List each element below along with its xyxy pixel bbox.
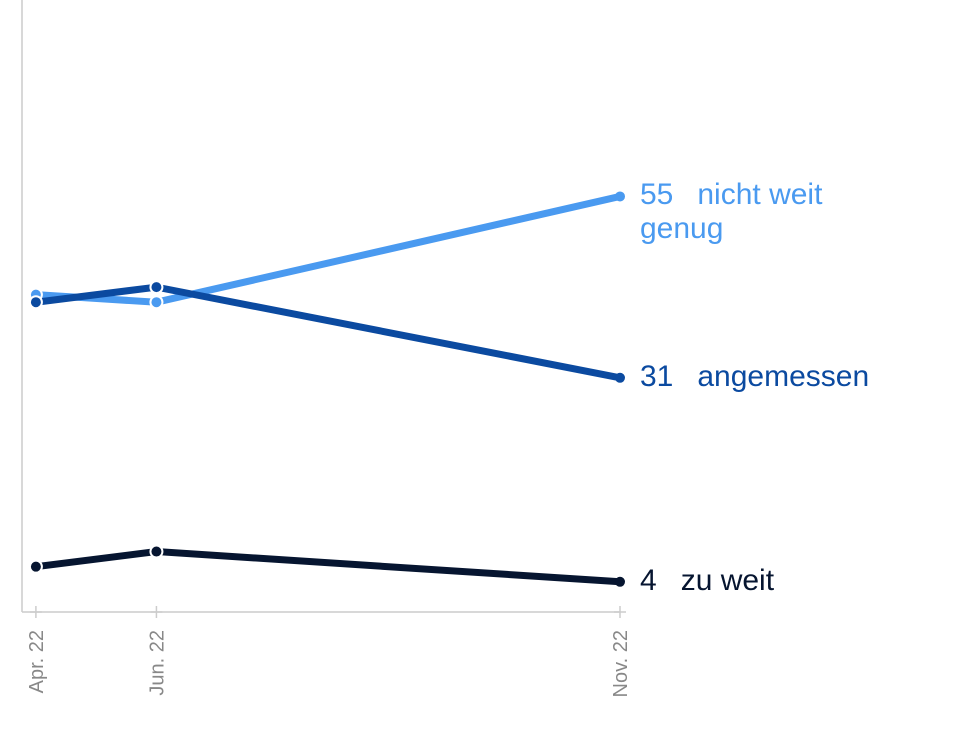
point <box>149 280 164 295</box>
point <box>28 559 43 574</box>
point <box>149 544 164 559</box>
point <box>149 295 164 310</box>
point <box>615 372 625 383</box>
series-label: 31 angemessen <box>640 360 890 394</box>
x-tick-label: Jun. 22 <box>146 630 168 696</box>
point <box>615 576 625 587</box>
series-name: nicht weit genug <box>640 178 823 246</box>
point <box>615 191 625 202</box>
end-value: 4 <box>640 563 657 597</box>
end-value: 55 <box>640 178 674 212</box>
series-line <box>35 548 621 586</box>
point <box>28 295 43 310</box>
series-line <box>35 193 621 306</box>
series-label: 4 zu weit <box>640 564 890 598</box>
series-label: 55 nicht weit genug <box>640 178 890 246</box>
x-tick-label: Nov. 22 <box>610 630 632 697</box>
x-tick-label: Apr. 22 <box>26 630 48 693</box>
series-name: zu weit <box>680 563 775 597</box>
end-value: 31 <box>640 359 674 393</box>
series-name: angemessen <box>697 359 870 393</box>
